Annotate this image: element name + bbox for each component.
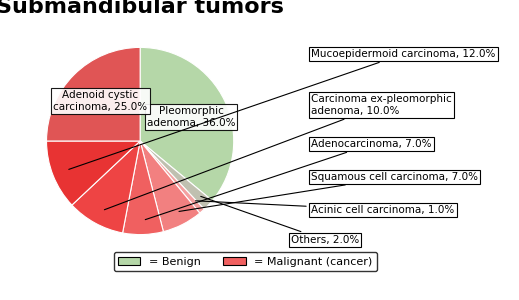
Wedge shape	[140, 141, 200, 232]
Text: Others, 2.0%: Others, 2.0%	[201, 196, 359, 245]
Text: Adenocarcinoma, 7.0%: Adenocarcinoma, 7.0%	[145, 139, 432, 220]
Ellipse shape	[93, 139, 187, 153]
Wedge shape	[72, 141, 140, 233]
Wedge shape	[122, 141, 163, 235]
Wedge shape	[140, 141, 204, 213]
Text: Adenoid cystic
carcinoma, 25.0%: Adenoid cystic carcinoma, 25.0%	[53, 91, 147, 112]
Text: Squamous cell carcinoma, 7.0%: Squamous cell carcinoma, 7.0%	[179, 172, 479, 211]
Text: Acinic cell carcinoma, 1.0%: Acinic cell carcinoma, 1.0%	[196, 201, 455, 215]
Wedge shape	[47, 141, 140, 205]
Wedge shape	[47, 47, 140, 141]
Wedge shape	[140, 47, 234, 201]
Legend: = Benign, = Malignant (cancer): = Benign, = Malignant (cancer)	[114, 252, 377, 271]
Text: Mucoepidermoid carcinoma, 12.0%: Mucoepidermoid carcinoma, 12.0%	[69, 49, 496, 169]
Text: Pleomorphic
adenoma, 36.0%: Pleomorphic adenoma, 36.0%	[147, 106, 235, 128]
Title: Submandibular tumors: Submandibular tumors	[0, 0, 284, 17]
Text: Carcinoma ex-pleomorphic
adenoma, 10.0%: Carcinoma ex-pleomorphic adenoma, 10.0%	[104, 94, 452, 210]
Wedge shape	[140, 141, 212, 209]
